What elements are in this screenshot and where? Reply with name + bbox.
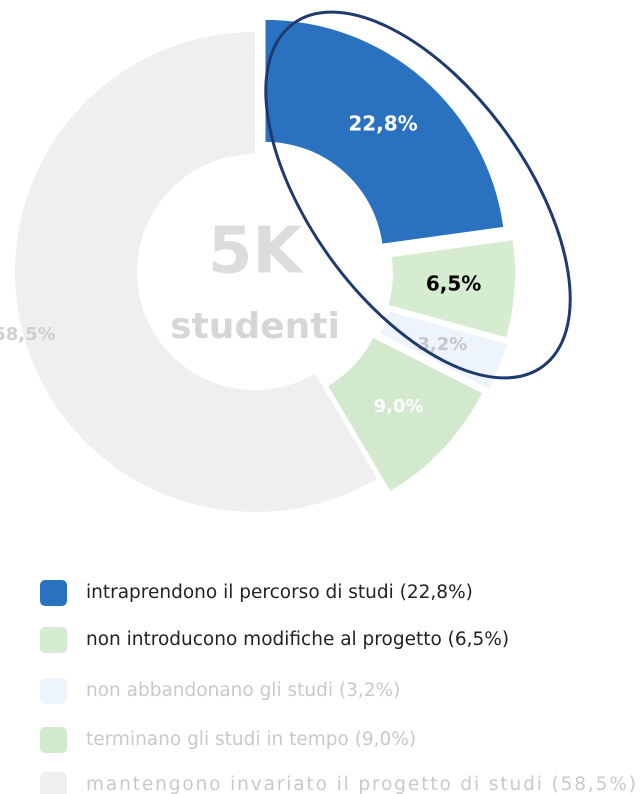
value-label: 9,0% [374, 396, 424, 417]
value-label: 58,5% [0, 324, 56, 345]
slice [328, 337, 482, 491]
value-label: 6,5% [426, 272, 481, 296]
legend-label: non abbandonano gli studi (3,2%) [86, 680, 400, 701]
value-label: 3,2% [417, 334, 467, 355]
legend-swatch [40, 772, 67, 794]
legend: intraprendono il percorso di studi (22,8… [40, 580, 636, 794]
legend-swatch [40, 580, 67, 606]
center-subtitle: studenti [170, 306, 340, 347]
slice [265, 19, 504, 244]
slice [388, 240, 515, 338]
legend-swatch [40, 627, 67, 653]
legend-label: terminano gli studi in tempo (9,0%) [86, 729, 416, 750]
highlight-ellipse [264, 10, 572, 380]
slice [380, 311, 507, 389]
legend-swatch [40, 678, 67, 704]
value-label: 22,8% [348, 111, 417, 135]
legend-swatch [40, 727, 67, 753]
legend-label: non introducono modifiche al progetto (6… [86, 629, 509, 650]
legend-label: intraprendono il percorso di studi (22,8… [86, 582, 473, 603]
center-title: 5K [208, 215, 305, 289]
legend-label: mantengono invariato il progetto di stud… [86, 774, 636, 794]
donut: 22,8% 6,5% 3,2% 9,0% 58,5% [0, 19, 515, 512]
slice [15, 32, 378, 512]
